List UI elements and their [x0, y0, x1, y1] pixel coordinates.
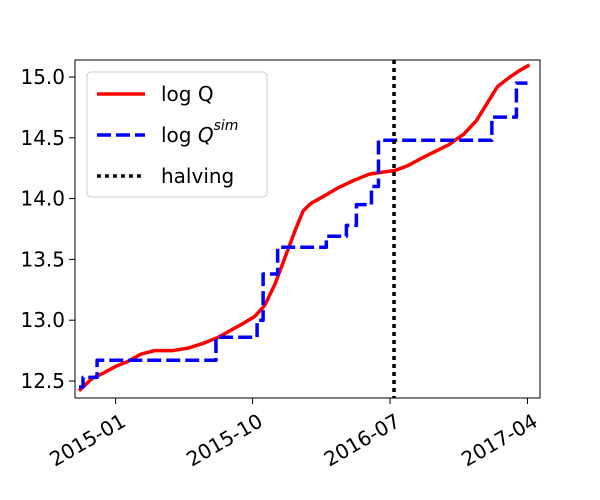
legend-label-halving: halving — [161, 164, 234, 188]
y-axis: 12.5 13.0 13.5 14.0 14.5 15.0 — [20, 65, 75, 393]
series-layer — [77, 63, 531, 392]
legend-items: log Q log Qsim halving — [97, 82, 238, 188]
y-tick-label: 14.5 — [20, 126, 65, 150]
y-tick-label: 14.0 — [20, 187, 65, 211]
legend-label-logqsim: log Qsim — [161, 118, 238, 147]
y-tick-label: 12.5 — [20, 369, 65, 393]
x-tick-label: 2015-01 — [45, 409, 129, 472]
legend-box — [86, 71, 268, 198]
x-tick-label: 2017-04 — [457, 409, 541, 472]
x-tick-label: 2015-10 — [182, 409, 266, 472]
y-tick-label: 13.5 — [20, 247, 65, 271]
legend: log Q log Qsim halving — [86, 71, 268, 198]
x-axis: 2015-01 2015-10 2016-07 2017-04 — [45, 398, 542, 472]
plot-frame — [74, 59, 541, 399]
series-line-logq — [77, 63, 531, 392]
y-tick-label: 13.0 — [20, 308, 65, 332]
x-tick-label: 2016-07 — [320, 409, 404, 472]
y-tick-label: 15.0 — [20, 65, 65, 89]
legend-label-logq: log Q — [161, 82, 214, 106]
series-line-logqsim — [79, 81, 528, 389]
